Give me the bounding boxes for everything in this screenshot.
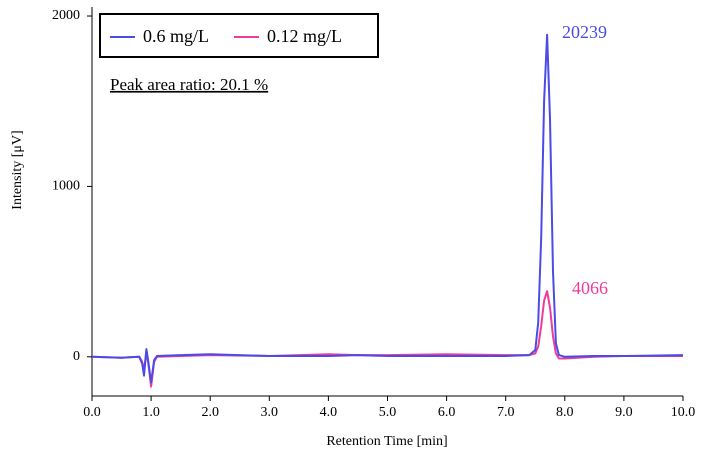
x-tick-label: 3.0 xyxy=(261,405,279,420)
y-tick-label: 2000 xyxy=(52,8,80,23)
x-tick-label: 9.0 xyxy=(615,405,633,420)
x-tick-label: 2.0 xyxy=(201,405,219,420)
data-line xyxy=(91,33,684,384)
x-tick-label: 4.0 xyxy=(320,405,338,420)
data-line xyxy=(91,290,683,388)
x-tick-label: 6.0 xyxy=(438,405,456,420)
x-axis-label: Retention Time [min] xyxy=(326,434,447,449)
x-tick-label: 7.0 xyxy=(497,405,515,420)
legend-label: 0.6 mg/L xyxy=(143,26,209,46)
annotation: Peak area ratio: 20.1 % xyxy=(110,75,268,94)
legend-box xyxy=(99,13,379,58)
peak-label: 4066 xyxy=(572,278,608,298)
x-tick-label: 0.0 xyxy=(83,405,101,420)
y-axis-label: Intensity [μV] xyxy=(10,130,25,209)
y-tick-label: 1000 xyxy=(52,179,80,194)
x-tick-label: 8.0 xyxy=(556,405,574,420)
legend-label: 0.12 mg/L xyxy=(267,26,342,46)
x-tick-label: 10.0 xyxy=(671,405,696,420)
x-tick-label: 1.0 xyxy=(142,405,160,420)
y-tick-label: 0 xyxy=(73,349,80,364)
peak-label: 20239 xyxy=(562,22,607,42)
x-tick-label: 5.0 xyxy=(379,405,397,420)
